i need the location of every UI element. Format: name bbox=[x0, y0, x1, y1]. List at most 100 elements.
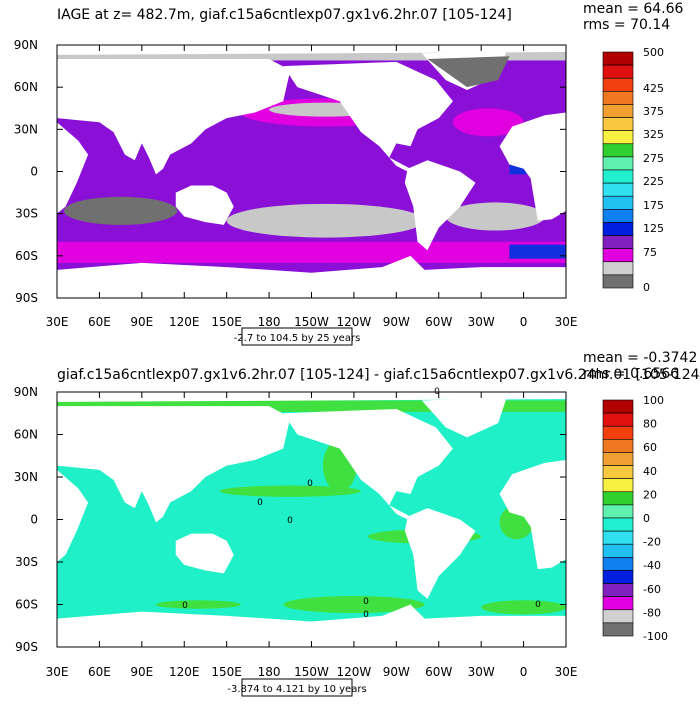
colorbar-box bbox=[602, 439, 634, 453]
lat-label: 90S bbox=[15, 291, 38, 305]
lon-label: 120E bbox=[169, 665, 200, 679]
colorbar-box bbox=[602, 452, 634, 466]
contour-label: 0 bbox=[535, 600, 541, 610]
colorbar-label: 20 bbox=[643, 488, 657, 501]
lat-label: 0 bbox=[30, 165, 38, 179]
colorbar-label: 75 bbox=[643, 246, 657, 259]
colorbar-label: -60 bbox=[643, 583, 661, 596]
rms-stat: rms = 70.14 bbox=[583, 17, 670, 33]
contour-label: 0 bbox=[363, 610, 369, 620]
lon-label: 90W bbox=[383, 665, 410, 679]
colorbar-label: -20 bbox=[643, 536, 661, 549]
colorbar-label: 0 bbox=[643, 281, 650, 294]
colorbar-box bbox=[602, 517, 634, 532]
colorbar-box bbox=[602, 399, 634, 414]
contour-label: 0 bbox=[182, 601, 188, 611]
colorbar-label: 175 bbox=[643, 199, 664, 212]
lon-label: 30E bbox=[555, 315, 578, 329]
lon-label: 30W bbox=[468, 315, 495, 329]
lat-label: 30S bbox=[15, 207, 38, 221]
lat-label: 60N bbox=[14, 80, 38, 94]
lon-label: 90W bbox=[383, 315, 410, 329]
lat-label: 30N bbox=[14, 470, 38, 484]
colorbar-box bbox=[602, 156, 634, 171]
colorbar-label: 275 bbox=[643, 152, 664, 165]
colorbar-label: 100 bbox=[643, 394, 664, 407]
lon-label: 180 bbox=[258, 665, 281, 679]
lon-label: 60E bbox=[88, 665, 111, 679]
lon-label: 90E bbox=[130, 665, 153, 679]
lon-label: 60W bbox=[425, 315, 452, 329]
range-note: -3.874 to 4.121 by 10 years bbox=[227, 684, 366, 695]
lon-label: 0 bbox=[520, 315, 528, 329]
colorbar-label: 225 bbox=[643, 175, 664, 188]
lon-label: 30E bbox=[46, 665, 69, 679]
lat-label: 60S bbox=[15, 249, 38, 263]
lat-label: 60S bbox=[15, 598, 38, 612]
range-note-box bbox=[241, 327, 353, 346]
colorbar-box bbox=[602, 51, 634, 66]
colorbar-box bbox=[602, 622, 634, 637]
lon-label: 90E bbox=[130, 315, 153, 329]
colorbar-label: 60 bbox=[643, 441, 657, 454]
colorbar-box bbox=[602, 274, 634, 289]
contour-label: 0 bbox=[363, 597, 369, 607]
colorbar-box bbox=[602, 130, 634, 145]
range-note-box bbox=[241, 678, 353, 697]
colorbar-box bbox=[602, 557, 634, 571]
lon-label: 120W bbox=[337, 665, 372, 679]
colorbar-box bbox=[602, 543, 634, 558]
lon-label: 150W bbox=[294, 665, 329, 679]
map-panel-1 bbox=[57, 45, 567, 299]
colorbar-box bbox=[602, 143, 634, 158]
colorbar-label: 80 bbox=[643, 418, 657, 431]
colorbar-box bbox=[602, 478, 634, 493]
lat-label: 90S bbox=[15, 640, 38, 654]
mean-stat: mean = 64.66 bbox=[583, 1, 684, 17]
colorbar-label: -100 bbox=[643, 630, 668, 643]
colorbar-box bbox=[602, 491, 634, 506]
colorbar-label: -80 bbox=[643, 606, 661, 619]
map-panel-2 bbox=[57, 392, 567, 648]
colorbar-label: 325 bbox=[643, 128, 664, 141]
lat-label: 30N bbox=[14, 122, 38, 136]
colorbar-box bbox=[602, 596, 634, 611]
colorbar-box bbox=[602, 570, 634, 584]
colorbar-box bbox=[602, 222, 634, 236]
colorbar-box bbox=[602, 609, 634, 624]
colorbar-box bbox=[602, 530, 634, 545]
lon-label: 30E bbox=[555, 665, 578, 679]
contour-label: 0 bbox=[307, 479, 313, 489]
colorbar-box bbox=[602, 91, 634, 105]
colorbar-label: 500 bbox=[643, 46, 664, 59]
lat-label: 0 bbox=[30, 513, 38, 527]
colorbar-label: 125 bbox=[643, 222, 664, 235]
lon-label: 60W bbox=[425, 665, 452, 679]
lat-label: 90N bbox=[14, 38, 38, 52]
lat-label: 30S bbox=[15, 555, 38, 569]
contour-label: 0 bbox=[287, 516, 293, 526]
lon-label: 0 bbox=[520, 665, 528, 679]
mean-stat: mean = -0.3742 bbox=[583, 350, 697, 366]
contour-label: 0 bbox=[257, 498, 263, 508]
colorbar-box bbox=[602, 169, 634, 184]
contour-label: 0 bbox=[434, 387, 440, 397]
colorbar-box bbox=[602, 209, 634, 223]
colorbar-box bbox=[602, 504, 634, 519]
colorbar-box bbox=[602, 77, 634, 92]
colorbar-box bbox=[602, 412, 634, 427]
lon-label: 120W bbox=[337, 315, 372, 329]
colorbar-label: 375 bbox=[643, 105, 664, 118]
lon-label: 60E bbox=[88, 315, 111, 329]
colorbar-box bbox=[602, 64, 634, 79]
colorbar-label: 0 bbox=[643, 512, 650, 525]
colorbar-box bbox=[602, 235, 634, 249]
colorbar-box bbox=[602, 182, 634, 197]
lon-label: 150E bbox=[211, 665, 242, 679]
colorbar-box bbox=[602, 261, 634, 276]
colorbar-label: 40 bbox=[643, 465, 657, 478]
range-note: -2.7 to 104.5 by 25 years bbox=[234, 333, 361, 344]
lon-label: 150W bbox=[294, 315, 329, 329]
colorbar-box bbox=[602, 248, 634, 263]
colorbar-label: -40 bbox=[643, 559, 661, 572]
